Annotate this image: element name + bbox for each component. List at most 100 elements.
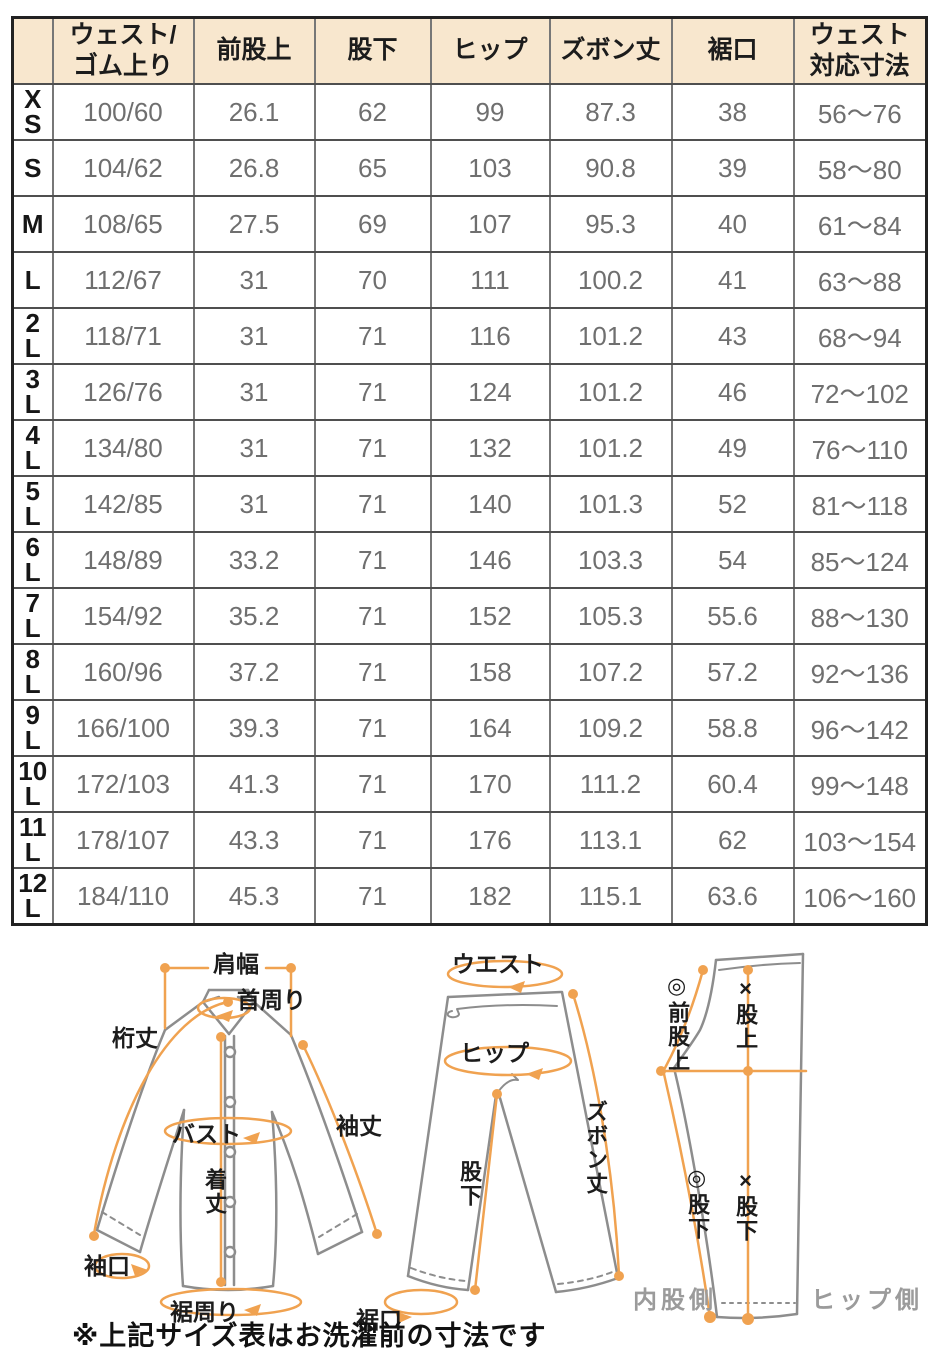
value-cell-pants-length: 101.3 [548, 475, 673, 533]
value-cell-pants-length: 113.1 [548, 811, 673, 869]
value-cell-hem-opening: 63.6 [670, 867, 795, 926]
value-cell-pants-length: 90.8 [548, 139, 673, 197]
value-cell-hem-opening: 40 [670, 195, 795, 253]
value-cell-waist-elastic: 148/89 [51, 531, 195, 589]
side-inseam-back-label: ×股下 [733, 1168, 759, 1243]
size-label: 12 L [11, 867, 54, 926]
shirt-sleeve-length-label: 袖丈 [336, 1113, 382, 1139]
value-cell-hip: 152 [429, 587, 551, 645]
value-cell-front-rise: 31 [192, 419, 316, 477]
value-cell-hip: 170 [429, 755, 551, 813]
value-cell-hip: 164 [429, 699, 551, 757]
shirt-measure-dots [89, 963, 382, 1316]
value-cell-hip: 132 [429, 419, 551, 477]
value-cell-waist-elastic: 166/100 [51, 699, 195, 757]
value-cell-hem-opening: 46 [670, 363, 795, 421]
shirt-bust-label: バスト [172, 1121, 241, 1147]
pants-hip-label: ヒップ [460, 1040, 529, 1066]
shirt-neck-label: 首周り [237, 987, 306, 1013]
value-cell-inseam: 71 [313, 755, 432, 813]
value-cell-front-rise: 31 [192, 307, 316, 365]
value-cell-waist-range: 68～94 [792, 307, 928, 365]
table-row: 8 L 160/96 37.2 71 158 107.2 57.2 92～136 [11, 643, 928, 701]
value-cell-waist-range: 106～160 [792, 867, 928, 926]
value-cell-waist-range: 76～110 [792, 419, 928, 477]
pants-waist-label: ウエスト [452, 951, 544, 977]
value-cell-hem-opening: 38 [670, 83, 795, 141]
diagram-artwork [89, 952, 808, 1325]
value-cell-hip: 116 [429, 307, 551, 365]
value-cell-hip: 176 [429, 811, 551, 869]
size-label: 2 L [11, 307, 54, 365]
value-cell-inseam: 71 [313, 643, 432, 701]
col-header-pants-length: ズボン丈 [548, 16, 673, 85]
col-header-hip: ヒップ [429, 16, 551, 85]
value-cell-waist-range: 58～80 [792, 139, 928, 197]
value-cell-waist-elastic: 154/92 [51, 587, 195, 645]
measurement-diagrams: 肩幅 首周り 桁丈 バスト 袖丈 着丈 袖口 裾周り ウエスト ヒップ ズボン丈… [0, 940, 940, 1360]
value-cell-waist-elastic: 172/103 [51, 755, 195, 813]
size-label: 8 L [11, 643, 54, 701]
value-cell-front-rise: 31 [192, 363, 316, 421]
value-cell-inseam: 71 [313, 587, 432, 645]
value-cell-front-rise: 26.8 [192, 139, 316, 197]
value-cell-hem-opening: 41 [670, 251, 795, 309]
value-cell-pants-length: 87.3 [548, 83, 673, 141]
value-cell-waist-elastic: 160/96 [51, 643, 195, 701]
shirt-hem-around-label: 裾周り [170, 1299, 239, 1325]
col-header-waist-elastic: ウェスト/ ゴム上り [51, 16, 195, 85]
pants-front-measure-dots [395, 981, 624, 1323]
value-cell-waist-range: 88～130 [792, 587, 928, 645]
table-row: 3 L 126/76 31 71 124 101.2 46 72～102 [11, 363, 928, 421]
col-header-inseam: 股下 [313, 16, 432, 85]
size-label: 6 L [11, 531, 54, 589]
value-cell-waist-range: 56～76 [792, 83, 928, 141]
size-label: 11 L [11, 811, 54, 869]
table-row: M 108/65 27.5 69 107 95.3 40 61～84 [11, 195, 928, 253]
table-row: 11 L 178/107 43.3 71 176 113.1 62 103～15… [11, 811, 928, 869]
value-cell-inseam: 71 [313, 307, 432, 365]
value-cell-waist-range: 72～102 [792, 363, 928, 421]
value-cell-waist-elastic: 134/80 [51, 419, 195, 477]
value-cell-pants-length: 100.2 [548, 251, 673, 309]
value-cell-pants-length: 105.3 [548, 587, 673, 645]
value-cell-hip: 103 [429, 139, 551, 197]
value-cell-inseam: 65 [313, 139, 432, 197]
shirt-outline [95, 988, 364, 1292]
value-cell-inseam: 71 [313, 699, 432, 757]
col-header-waist-range: ウェスト 対応寸法 [792, 16, 928, 85]
shirt-measures [92, 966, 379, 1317]
value-cell-waist-elastic: 142/85 [51, 475, 195, 533]
value-cell-waist-elastic: 108/65 [51, 195, 195, 253]
value-cell-hem-opening: 62 [670, 811, 795, 869]
size-label: 4 L [11, 419, 54, 477]
value-cell-hem-opening: 43 [670, 307, 795, 365]
size-label: 9 L [11, 699, 54, 757]
value-cell-pants-length: 103.3 [548, 531, 673, 589]
value-cell-hip: 158 [429, 643, 551, 701]
wash-note: ※上記サイズ表はお洗濯前の寸法です [72, 1321, 547, 1351]
value-cell-front-rise: 33.2 [192, 531, 316, 589]
table-row: 9 L 166/100 39.3 71 164 109.2 58.8 96～14… [11, 699, 928, 757]
col-header-front-rise: 前股上 [192, 16, 316, 85]
value-cell-front-rise: 37.2 [192, 643, 316, 701]
value-cell-hem-opening: 55.6 [670, 587, 795, 645]
value-cell-inseam: 71 [313, 475, 432, 533]
value-cell-pants-length: 101.2 [548, 363, 673, 421]
pants-side-outline [672, 952, 805, 1320]
value-cell-front-rise: 31 [192, 251, 316, 309]
value-cell-front-rise: 39.3 [192, 699, 316, 757]
pants-side-measure-dots [656, 965, 754, 1325]
value-cell-pants-length: 101.2 [548, 419, 673, 477]
table-row: S 104/62 26.8 65 103 90.8 39 58～80 [11, 139, 928, 197]
value-cell-hip: 111 [429, 251, 551, 309]
value-cell-hip: 124 [429, 363, 551, 421]
value-cell-hem-opening: 60.4 [670, 755, 795, 813]
value-cell-pants-length: 115.1 [548, 867, 673, 926]
value-cell-pants-length: 101.2 [548, 307, 673, 365]
value-cell-hip: 182 [429, 867, 551, 926]
value-cell-hem-opening: 52 [670, 475, 795, 533]
size-label: 7 L [11, 587, 54, 645]
value-cell-waist-range: 92～136 [792, 643, 928, 701]
